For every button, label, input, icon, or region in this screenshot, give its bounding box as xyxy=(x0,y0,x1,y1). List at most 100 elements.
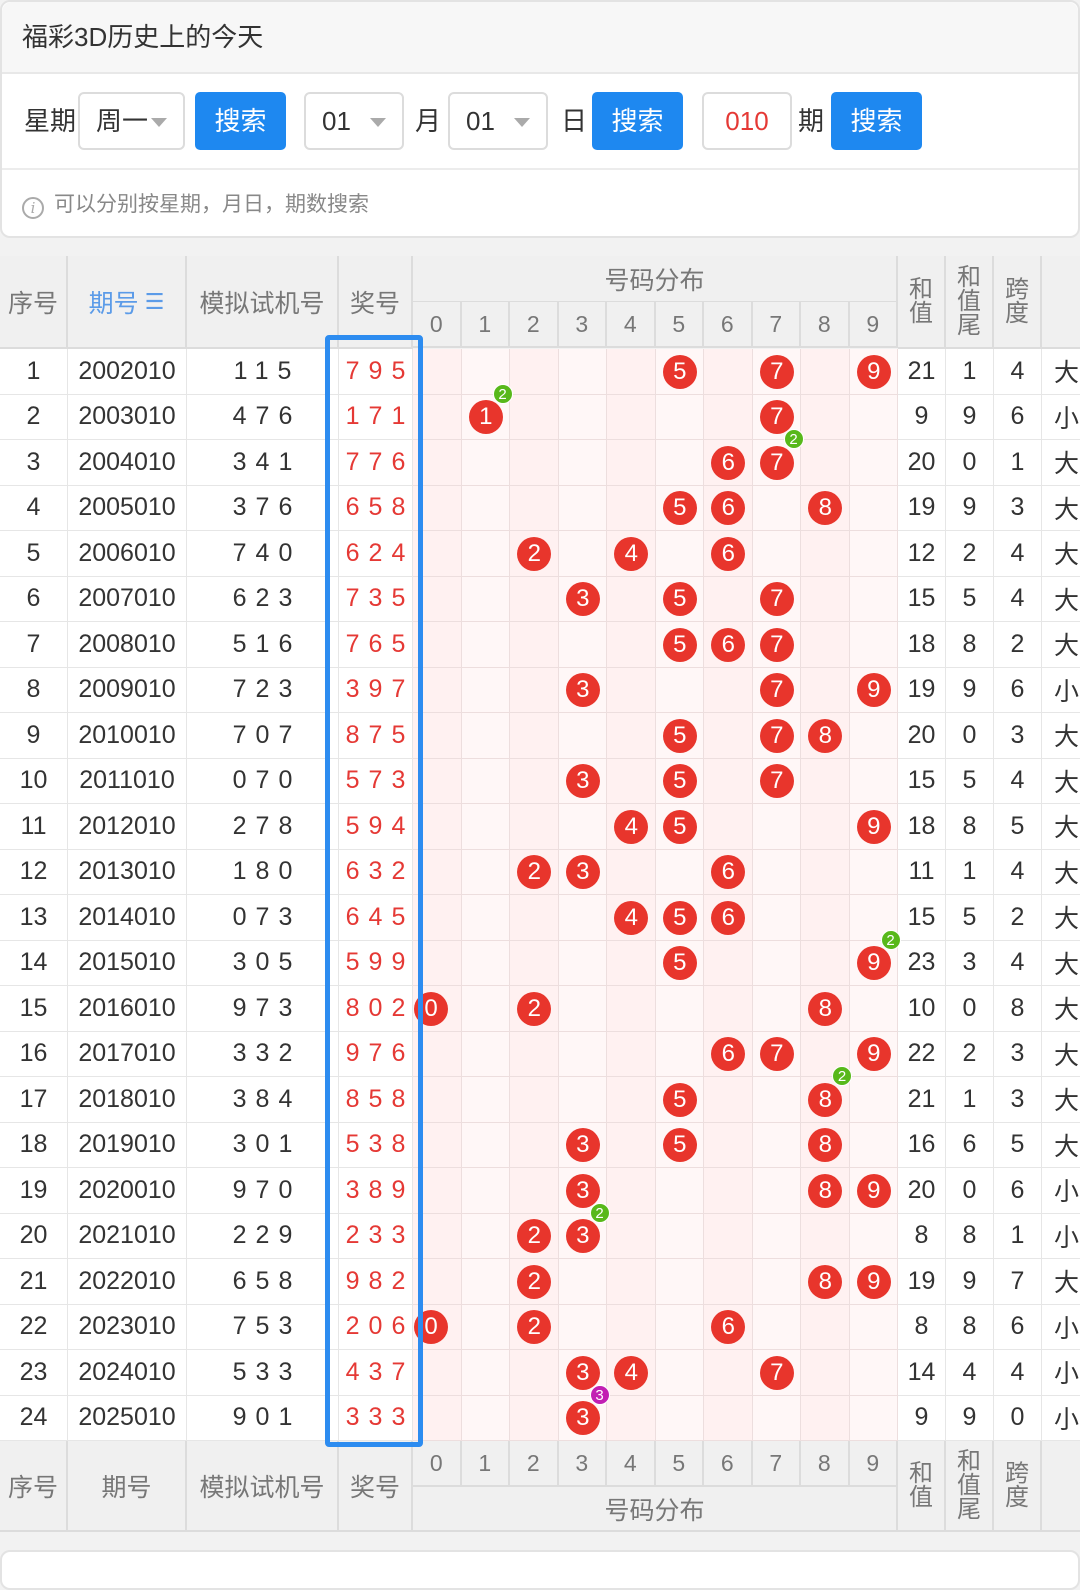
row-sum-tail: 9 xyxy=(946,667,994,713)
dist-cell: 7 xyxy=(752,440,801,486)
row-sum-tail: 2 xyxy=(946,531,994,577)
row-winning-number: 875 xyxy=(339,713,413,759)
dist-cell xyxy=(801,394,850,440)
dist-cell xyxy=(413,940,462,986)
row-sim-number: 229 xyxy=(187,1213,339,1259)
dist-cell: 9 xyxy=(849,940,898,986)
header-period[interactable]: 期号 ☰ xyxy=(68,256,187,349)
dist-cell xyxy=(655,1350,704,1396)
dist-cell xyxy=(558,622,607,668)
number-ball: 9 xyxy=(856,946,891,981)
period-search-button[interactable]: 搜索 xyxy=(831,92,922,150)
row-winning-number: 802 xyxy=(339,986,413,1032)
dist-cell: 4 xyxy=(607,531,656,577)
footer-win: 奖号 xyxy=(339,1441,413,1532)
row-winning-number: 389 xyxy=(339,1168,413,1214)
row-sim-number: 376 xyxy=(187,485,339,531)
dist-cell: 5 xyxy=(655,576,704,622)
dist-cell xyxy=(607,713,656,759)
dist-cell xyxy=(461,1259,510,1305)
row-size: 大 xyxy=(1042,804,1080,850)
row-period: 2008010 xyxy=(68,622,187,668)
dist-cell: 8 xyxy=(801,1168,850,1214)
number-ball: 2 xyxy=(517,855,552,890)
dist-cell xyxy=(413,1395,462,1441)
dist-cell: 5 xyxy=(655,895,704,941)
row-period: 2007010 xyxy=(68,576,187,622)
row-sum-tail: 6 xyxy=(946,1122,994,1168)
day-select[interactable]: 01 xyxy=(448,92,548,150)
number-ball: 7 xyxy=(759,445,794,480)
row-size: 大 xyxy=(1042,895,1080,941)
dist-cell xyxy=(655,849,704,895)
dist-cell xyxy=(607,1077,656,1123)
number-ball: 9 xyxy=(856,809,891,844)
page-title: 福彩3D历史上的今天 xyxy=(2,2,1078,74)
row-size: 大 xyxy=(1042,986,1080,1032)
month-value: 01 xyxy=(322,106,351,136)
month-select[interactable]: 01 xyxy=(304,92,404,150)
dist-cell: 7 xyxy=(752,576,801,622)
dist-cell: 8 xyxy=(801,713,850,759)
row-size: 大 xyxy=(1042,576,1080,622)
row-period: 2018010 xyxy=(68,1077,187,1123)
footer-digit-8: 8 xyxy=(801,1441,850,1487)
row-size: 大 xyxy=(1042,713,1080,759)
number-ball: 9 xyxy=(856,673,891,708)
row-sim-number: 723 xyxy=(187,667,339,713)
row-span: 2 xyxy=(994,895,1042,941)
row-seq: 23 xyxy=(0,1350,68,1396)
row-sim-number: 476 xyxy=(187,394,339,440)
weekday-select[interactable]: 周一 xyxy=(78,92,185,150)
dist-cell: 6 xyxy=(704,531,753,577)
row-sum: 15 xyxy=(898,758,946,804)
dist-cell xyxy=(655,667,704,713)
dist-cell xyxy=(607,1168,656,1214)
footer-digit-5: 5 xyxy=(655,1441,704,1487)
row-sum: 9 xyxy=(898,394,946,440)
number-ball: 6 xyxy=(711,900,746,935)
dist-cell: 8 xyxy=(801,485,850,531)
repeat-count-badge: 2 xyxy=(880,929,901,950)
row-span: 6 xyxy=(994,667,1042,713)
number-ball: 9 xyxy=(856,1173,891,1208)
row-size: 大 xyxy=(1042,349,1080,395)
number-ball: 3 xyxy=(565,764,600,799)
dist-cell xyxy=(413,804,462,850)
row-winning-number: 171 xyxy=(339,394,413,440)
dist-cell: 2 xyxy=(510,1304,559,1350)
dist-cell: 2 xyxy=(510,849,559,895)
dist-cell xyxy=(558,895,607,941)
dist-cell: 6 xyxy=(704,1031,753,1077)
dist-cell: 0 xyxy=(413,1304,462,1350)
date-search-button[interactable]: 搜索 xyxy=(592,92,683,150)
weekday-search-button[interactable]: 搜索 xyxy=(195,92,286,150)
row-sum: 15 xyxy=(898,576,946,622)
dist-cell xyxy=(510,1168,559,1214)
row-sum: 12 xyxy=(898,531,946,577)
dist-cell: 7 xyxy=(752,1350,801,1396)
dist-cell xyxy=(607,1395,656,1441)
footer-sim: 模拟试机号 xyxy=(187,1441,339,1532)
period-input[interactable]: 010 xyxy=(702,92,792,150)
sort-icon[interactable]: ☰ xyxy=(144,288,165,314)
number-ball: 5 xyxy=(662,764,697,799)
row-span: 4 xyxy=(994,531,1042,577)
row-sum-tail: 5 xyxy=(946,758,994,804)
dist-cell: 7 xyxy=(752,1031,801,1077)
row-winning-number: 573 xyxy=(339,758,413,804)
weekday-value: 周一 xyxy=(96,106,149,136)
dist-cell xyxy=(704,1350,753,1396)
row-winning-number: 233 xyxy=(339,1213,413,1259)
dist-cell xyxy=(461,1395,510,1441)
row-sum: 10 xyxy=(898,986,946,1032)
dist-cell xyxy=(704,1077,753,1123)
row-size: 小 xyxy=(1042,1213,1080,1259)
row-span: 6 xyxy=(994,1168,1042,1214)
dist-cell xyxy=(461,804,510,850)
number-ball: 4 xyxy=(614,1355,649,1390)
row-sim-number: 305 xyxy=(187,940,339,986)
dist-cell: 7 xyxy=(752,622,801,668)
row-winning-number: 645 xyxy=(339,895,413,941)
footer-digit-6: 6 xyxy=(704,1441,753,1487)
